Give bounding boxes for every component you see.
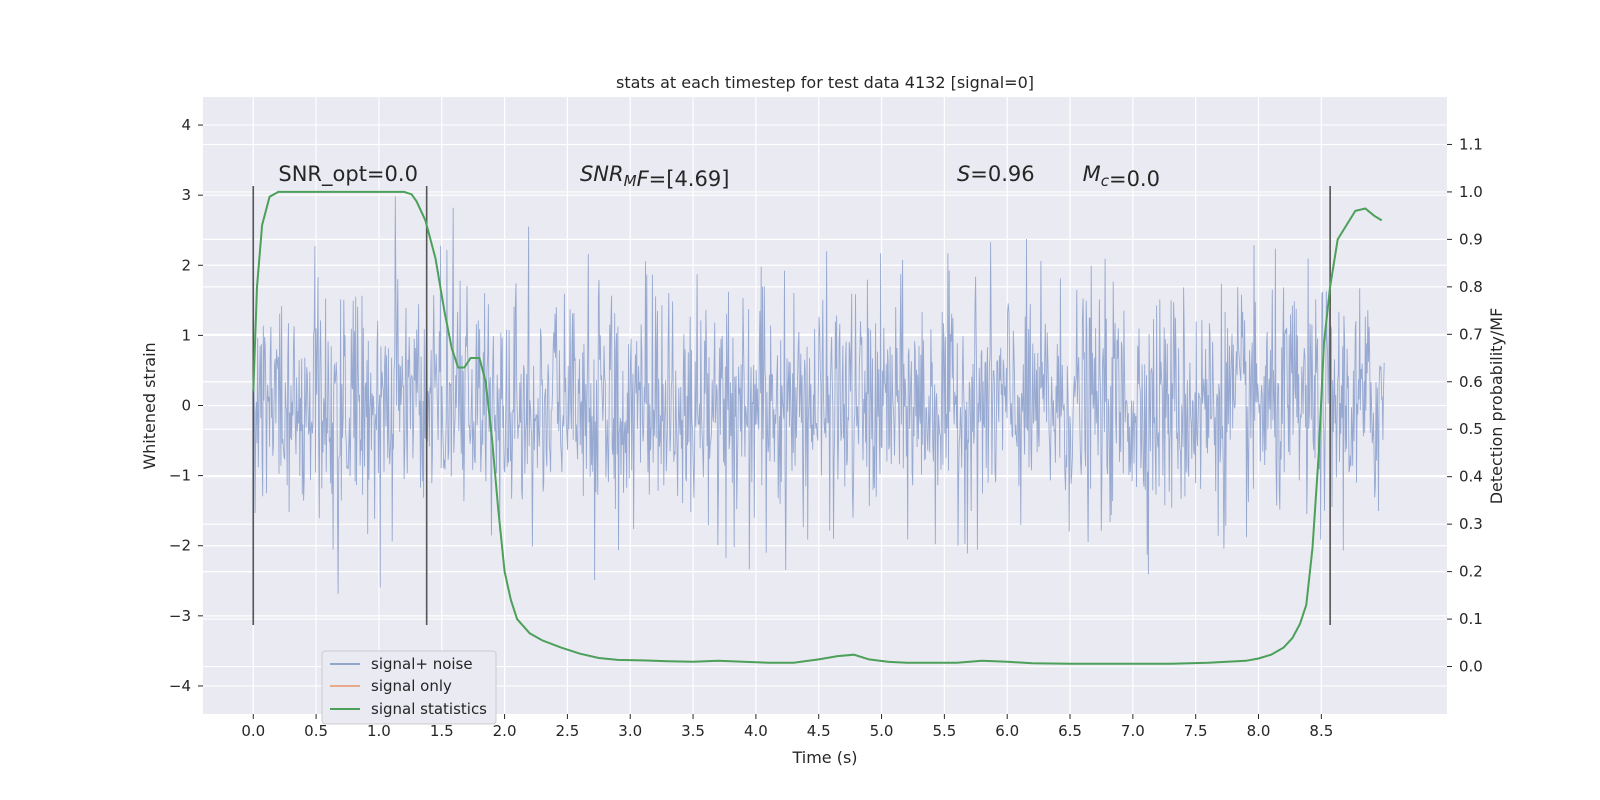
y-tick-label: −4 (169, 677, 191, 695)
y2-tick-label: 0.1 (1459, 610, 1483, 628)
y-tick-label: 3 (181, 186, 191, 204)
y2-axis-label: Detection probability/MF (1487, 308, 1506, 505)
legend-label-signal-statistics: signal statistics (371, 700, 487, 718)
y-tick-label: −1 (169, 467, 191, 485)
x-tick-label: 7.5 (1184, 722, 1208, 740)
legend-label-signal-noise: signal+ noise (371, 655, 473, 673)
annotation-3: Mc=0.0 (1083, 162, 1160, 191)
x-tick-label: 0.0 (241, 722, 265, 740)
y-tick-label: 2 (181, 256, 191, 274)
x-axis-ticks: 0.0 0.5 1.0 1.5 2.0 2.5 3.0 3.5 4.0 4.5 5.0 5.5 6.0 6… (241, 714, 1333, 740)
annotation-2: S=0.96 (957, 162, 1035, 186)
signal-noise-line (252, 196, 1385, 594)
annotation-segment: =[4.69] (649, 167, 730, 191)
y-tick-label: −3 (169, 607, 191, 625)
signal-noise-series (252, 196, 1385, 594)
y2-tick-label: 0.0 (1459, 658, 1483, 676)
legend-box (321, 650, 497, 725)
x-tick-label: 6.5 (1058, 722, 1082, 740)
x-tick-label: 4.5 (807, 722, 831, 740)
y2-tick-label: 0.8 (1459, 278, 1483, 296)
y2-tick-label: 0.7 (1459, 325, 1483, 343)
y2-tick-label: 0.4 (1459, 468, 1483, 486)
grid (203, 97, 1447, 714)
x-tick-label: 1.5 (430, 722, 454, 740)
x-tick-label: 0.5 (304, 722, 328, 740)
y2-tick-label: 0.5 (1459, 420, 1483, 438)
y-axis-label: Whitened strain (140, 342, 159, 469)
legend-label-signal-only: signal only (371, 677, 452, 695)
annotation-segment: M (624, 172, 637, 190)
x-tick-label: 2.0 (493, 722, 517, 740)
annotation-segment: =0.96 (970, 162, 1034, 186)
y2-tick-label: 0.6 (1459, 373, 1483, 391)
y2-tick-label: 1.1 (1459, 135, 1483, 153)
y-tick-label: 1 (181, 326, 191, 344)
annotation-1: SNRMF=[4.69] (580, 162, 729, 191)
annotation-0: SNR_opt=0.0 (278, 162, 418, 187)
annotation-segment: =0.0 (1109, 167, 1160, 191)
y2-axis-ticks: 1.1 1.0 0.9 0.8 0.7 0.6 0.5 0.4 0.3 0.2 0.1 0.0 (1447, 135, 1483, 676)
y-axis-ticks: 4 3 2 1 0 −1 −2 −3 −4 (169, 116, 203, 695)
annotation-segment: F (637, 167, 650, 191)
y-tick-label: 4 (181, 116, 191, 134)
y2-tick-label: 0.2 (1459, 563, 1483, 581)
annotation-segment: SNR_opt=0.0 (278, 162, 418, 187)
marker-lines (252, 186, 1331, 625)
y2-tick-label: 1.0 (1459, 183, 1483, 201)
x-tick-label: 6.0 (995, 722, 1019, 740)
signal-statistics-line (252, 190, 1383, 665)
chart-title: stats at each timestep for test data 413… (616, 73, 1034, 92)
y-tick-label: 0 (181, 397, 191, 415)
annotations: SNR_opt=0.0 SNRMF=[4.69] S=0.96 Mc=0.0 (278, 162, 1160, 191)
x-tick-label: 7.0 (1121, 722, 1145, 740)
x-tick-label: 3.5 (681, 722, 705, 740)
x-axis-label: Time (s) (791, 748, 857, 767)
annotation-segment: SNR (580, 162, 624, 186)
x-tick-label: 8.0 (1247, 722, 1271, 740)
annotation-segment: S (957, 162, 970, 186)
x-tick-label: 3.0 (618, 722, 642, 740)
x-tick-label: 8.5 (1309, 722, 1333, 740)
x-tick-label: 5.0 (870, 722, 894, 740)
y-tick-label: −2 (169, 537, 191, 555)
annotation-segment: M (1083, 162, 1101, 186)
x-tick-label: 1.0 (367, 722, 391, 740)
x-tick-label: 2.5 (555, 722, 579, 740)
y2-tick-label: 0.3 (1459, 515, 1483, 533)
legend: signal+ noise signal only signal statist… (321, 650, 497, 725)
y2-tick-label: 0.9 (1459, 230, 1483, 248)
x-tick-label: 4.0 (744, 722, 768, 740)
annotation-segment: c (1101, 172, 1110, 190)
x-tick-label: 5.5 (932, 722, 956, 740)
signal-statistics-series (252, 190, 1383, 665)
